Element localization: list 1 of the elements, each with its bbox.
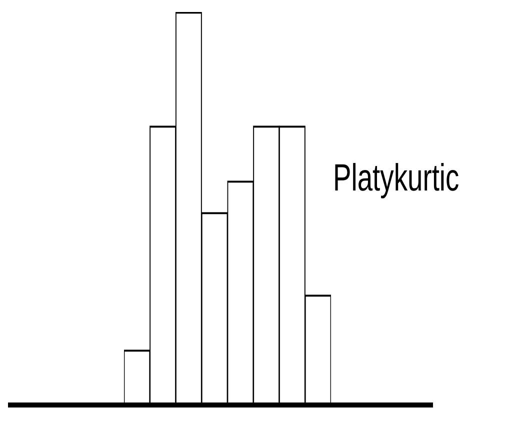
text: Platykurtic <box>333 157 460 200</box>
